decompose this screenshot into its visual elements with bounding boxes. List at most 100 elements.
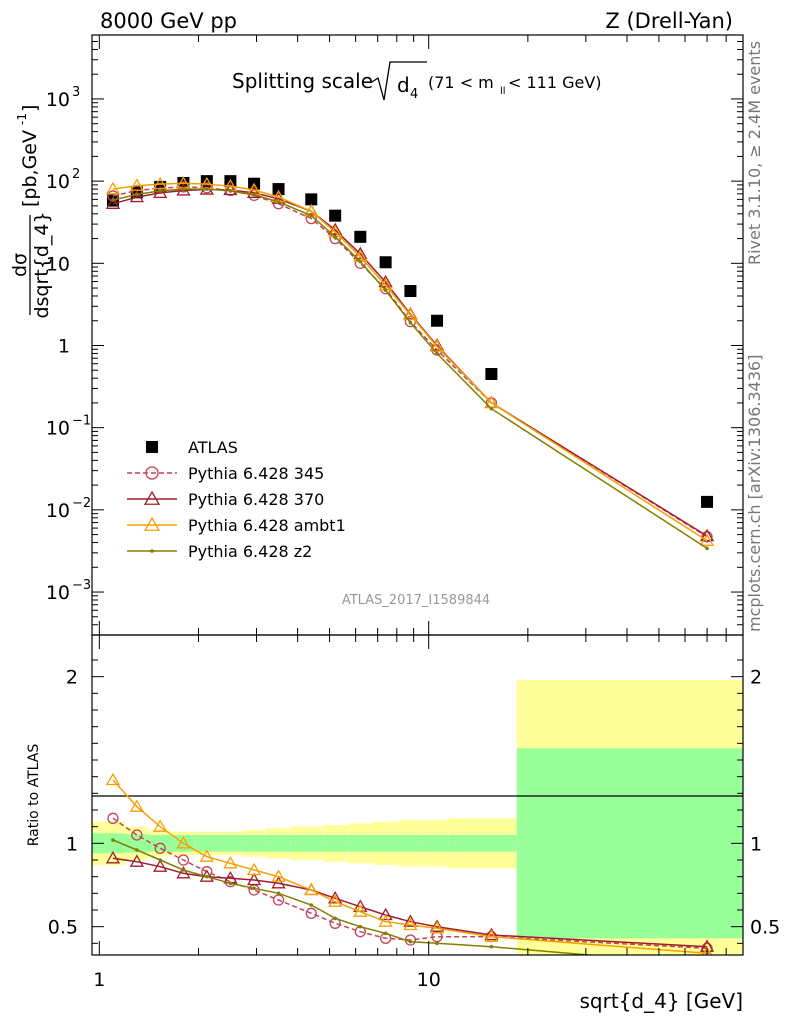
point-pythia-6-428-z2	[276, 200, 281, 204]
ylabel-numerator: dσ	[9, 253, 31, 277]
ratio-point-pythia-6-428-370	[484, 927, 499, 941]
point-atlas	[701, 495, 714, 508]
point-pythia-6-428-ambt1	[105, 181, 121, 195]
sqrt-symbol	[371, 61, 427, 101]
ratio-point-pythia-6-428-ambt1	[701, 946, 713, 955]
point-pythia-6-428-z2	[333, 235, 337, 239]
ratio-y-tick-label-right: 2	[750, 667, 762, 689]
title-range-sub: ll	[500, 86, 506, 97]
ratio-point-pythia-6-428-370	[129, 854, 144, 867]
ratio-point-pythia-6-428-ambt1	[429, 921, 445, 934]
ratio-point-pythia-6-428-z2	[158, 858, 162, 862]
legend-label-atlas: ATLAS	[188, 438, 238, 457]
point-pythia-6-428-ambt1	[699, 533, 715, 546]
y-tick-label: 1	[58, 335, 70, 357]
ylabel-denominator: dsqrt{d_4}	[31, 211, 53, 318]
point-atlas	[354, 230, 367, 243]
point-atlas	[485, 367, 498, 380]
title-symbol-sub: 4	[410, 87, 418, 102]
stat-uncertainty-band	[241, 835, 266, 852]
y-tick-label: 10	[46, 418, 70, 440]
stat-uncertainty-band	[373, 835, 399, 852]
point-pythia-6-428-z2	[705, 546, 709, 551]
x-tick-label: 1	[93, 969, 105, 991]
ratio-y-tick-label-right: 1	[750, 833, 762, 855]
point-pythia-6-428-370	[223, 182, 238, 196]
point-pythia-6-428-z2	[435, 351, 439, 356]
y-tick-exponent: −3	[72, 578, 91, 593]
point-atlas	[379, 256, 392, 269]
ratio-point-pythia-6-428-345	[154, 842, 166, 854]
title-range-post: < 111 GeV)	[508, 73, 602, 92]
stat-uncertainty-band	[448, 835, 517, 852]
y-tick-label: 10	[46, 582, 70, 604]
ylabel-unit-sup: -1	[15, 113, 29, 125]
ratio-point-pythia-6-428-z2	[383, 931, 388, 936]
ratio-point-pythia-6-428-z2	[205, 874, 209, 879]
ratio-point-pythia-6-428-ambt1	[403, 917, 418, 931]
point-pythia-6-428-z2	[205, 187, 209, 191]
x-tick-label: 10	[417, 969, 441, 991]
ratio-y-tick-label-left: 0.5	[48, 917, 78, 939]
point-pythia-6-428-370	[246, 185, 262, 199]
point-pythia-6-428-z2	[228, 189, 233, 193]
ratio-point-pythia-6-428-ambt1	[353, 904, 368, 917]
stat-uncertainty-band	[218, 835, 242, 852]
stat-uncertainty-band	[398, 835, 423, 852]
ratio-point-pythia-6-428-ambt1	[246, 862, 262, 876]
ratio-point-pythia-6-428-z2	[705, 963, 709, 967]
point-atlas	[305, 193, 318, 206]
point-pythia-6-428-z2	[158, 189, 162, 193]
stat-uncertainty-band	[422, 835, 449, 852]
ratio-point-pythia-6-428-370	[328, 891, 343, 904]
stat-uncertainty-band	[323, 835, 349, 852]
ratio-point-pythia-6-428-370	[105, 851, 121, 864]
x-axis-label: sqrt{d_4} [GeV]	[580, 989, 744, 1013]
energy-label: 8000 GeV pp	[100, 9, 237, 33]
legend-label-pythia-6-428-ambt1: Pythia 6.428 ambt1	[188, 516, 346, 535]
ratio-point-pythia-6-428-ambt1	[328, 894, 343, 907]
ratio-point-pythia-6-428-z2	[435, 941, 439, 946]
legend-marker-pythia-6-428-345	[145, 466, 159, 480]
series-line-pythia-6-428-z2	[112, 188, 708, 550]
point-pythia-6-428-370	[105, 196, 121, 209]
point-pythia-6-428-ambt1	[403, 307, 418, 321]
point-pythia-6-428-z2	[135, 192, 139, 197]
plot-title: Splitting scale d 4 (71 < m ll < 111 GeV…	[232, 61, 602, 102]
title-range-pre: (71 < m	[428, 73, 494, 92]
ratio-point-pythia-6-428-z2	[181, 868, 186, 872]
ratio-point-pythia-6-428-z2	[309, 903, 314, 907]
ratio-point-pythia-6-428-ambt1	[304, 882, 319, 896]
ratio-point-pythia-6-428-ambt1	[105, 772, 121, 786]
point-pythia-6-428-z2	[408, 320, 413, 325]
stat-uncertainty-band	[194, 835, 219, 852]
ratio-point-pythia-6-428-ambt1	[176, 836, 191, 849]
stat-uncertainty-band	[290, 835, 324, 852]
point-pythia-6-428-370	[129, 189, 144, 203]
ratio-point-pythia-6-428-345	[177, 854, 190, 866]
ratio-point-pythia-6-428-ambt1	[378, 914, 393, 927]
ratio-point-pythia-6-428-345	[131, 829, 143, 841]
ratio-y-tick-label-left: 1	[66, 833, 78, 855]
y-tick-exponent: 3	[72, 85, 80, 100]
y-tick-label: 10	[46, 171, 70, 193]
legend-marker-pythia-6-428-370	[143, 490, 161, 505]
stat-uncertainty-band	[265, 835, 291, 852]
main-y-label: dσ dsqrt{d_4} [pb,GeV -1 ]	[9, 105, 53, 319]
ratio-ticks: 1 10 0.5 0.5 1 1 2 2	[48, 635, 780, 991]
point-pythia-6-428-ambt1	[129, 178, 144, 191]
ratio-point-pythia-6-428-370	[176, 866, 191, 879]
title-text: Splitting scale	[232, 69, 373, 93]
ratio-point-pythia-6-428-ambt1	[271, 869, 286, 882]
ratio-point-pythia-6-428-ambt1	[153, 819, 168, 832]
point-pythia-6-428-345	[305, 212, 317, 225]
ratio-plot: 1 10 0.5 0.5 1 1 2 2 Ratio to ATLAS sqrt{d_4} […	[26, 634, 780, 1013]
point-pythia-6-428-z2	[358, 259, 363, 264]
legend: ATLAS Pythia 6.428 345 Pythia 6.428 370 Pyt…	[127, 438, 346, 561]
point-atlas	[404, 285, 417, 298]
ratio-point-pythia-6-428-z2	[489, 944, 494, 949]
series-line-pythia-6-428-ambt1	[112, 182, 708, 542]
point-pythia-6-428-z2	[383, 288, 388, 293]
ratio-point-pythia-6-428-370	[378, 907, 393, 921]
